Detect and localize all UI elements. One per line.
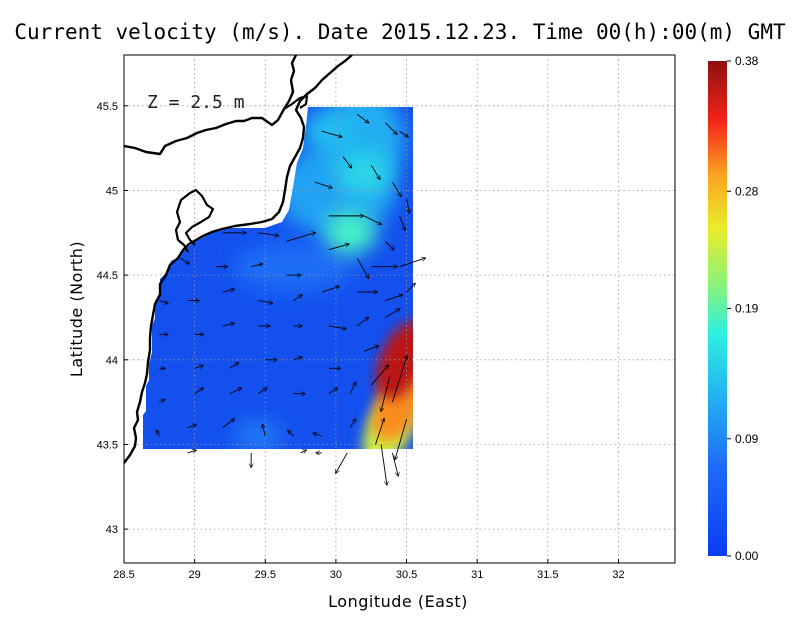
velocity-vector xyxy=(222,323,235,327)
speed-patch xyxy=(233,241,354,292)
velocity-vector xyxy=(385,122,397,135)
x-tick-label: 30.5 xyxy=(396,569,417,581)
velocity-vector xyxy=(286,233,315,242)
velocity-vector xyxy=(229,362,239,369)
x-tick-label: 29 xyxy=(189,569,201,581)
velocity-vector xyxy=(222,289,235,293)
velocity-vector xyxy=(194,365,204,368)
velocity-vector xyxy=(356,257,369,278)
velocity-vector xyxy=(328,388,338,395)
velocity-vector xyxy=(370,365,388,386)
velocity-vector xyxy=(356,317,369,327)
velocity-vector xyxy=(380,444,387,485)
velocity-vector xyxy=(328,325,346,329)
velocity-vectors xyxy=(156,113,426,485)
velocity-vector xyxy=(375,418,384,445)
colorbar-tick-label: 0.28 xyxy=(735,184,759,198)
coastline xyxy=(124,55,353,464)
velocity-vector xyxy=(392,181,401,197)
velocity-vector xyxy=(328,244,349,251)
colorbar-ticks: 0.00 0.09 0.19 0.28 0.38 xyxy=(727,54,759,563)
velocity-vector xyxy=(363,215,381,225)
velocity-vector xyxy=(258,232,278,236)
colorbar-tick-label: 0.00 xyxy=(735,549,759,563)
velocity-vector xyxy=(391,452,398,476)
velocity-vector xyxy=(156,430,159,437)
y-axis-label: Latitude (North) xyxy=(67,241,86,377)
velocity-vector xyxy=(381,376,391,412)
x-axis-label: Longitude (East) xyxy=(328,592,468,611)
velocity-vector xyxy=(399,258,426,268)
velocity-vector xyxy=(262,424,266,437)
velocity-vector xyxy=(321,286,339,293)
velocity-vector xyxy=(293,295,303,301)
velocity-vector xyxy=(392,356,407,403)
x-tick-label: 32 xyxy=(612,569,624,581)
x-tick-label: 31 xyxy=(471,569,483,581)
y-tick-label: 43.5 xyxy=(97,439,118,451)
colorbar xyxy=(708,61,727,556)
velocity-vector xyxy=(349,419,356,428)
grid xyxy=(124,55,675,563)
velocity-vector xyxy=(313,433,322,436)
x-axis-ticks: 28.5 29 29.5 30 30.5 31 31.5 32 xyxy=(113,559,625,581)
velocity-vector xyxy=(385,309,400,318)
velocity-vector xyxy=(194,388,204,395)
y-tick-label: 43 xyxy=(106,524,118,536)
velocity-vector xyxy=(180,257,190,264)
velocity-vector xyxy=(399,130,409,137)
speed-hotspot xyxy=(338,151,391,196)
velocity-vector xyxy=(159,399,165,402)
velocity-vector xyxy=(336,452,348,473)
velocity-vector xyxy=(321,130,342,137)
velocity-vector xyxy=(257,388,267,395)
x-tick-label: 29.5 xyxy=(255,569,276,581)
velocity-vector xyxy=(356,113,369,123)
plot-frame xyxy=(123,54,676,564)
y-tick-label: 45 xyxy=(106,185,118,197)
velocity-vector xyxy=(406,283,416,293)
x-tick-label: 28.5 xyxy=(113,569,134,581)
chart-title: Current velocity (m/s). Date 2015.12.23.… xyxy=(14,20,786,44)
velocity-vector xyxy=(385,240,394,250)
velocity-vector xyxy=(229,388,242,395)
velocity-vector xyxy=(187,450,197,453)
velocity-vector xyxy=(399,215,406,231)
speed-hotspot xyxy=(302,109,355,154)
colorbar-tick-label: 0.09 xyxy=(735,432,759,446)
velocity-vector xyxy=(258,300,273,304)
velocity-vector xyxy=(159,301,168,304)
y-axis-ticks: 43 43.5 44 44.5 45 45.5 xyxy=(97,101,128,536)
velocity-vector xyxy=(406,198,410,214)
velocity-vector xyxy=(300,450,307,453)
x-tick-label: 31.5 xyxy=(537,569,558,581)
velocity-vector xyxy=(395,418,407,460)
speed-patch xyxy=(233,421,284,449)
velocity-vector xyxy=(293,357,303,360)
x-tick-label: 30 xyxy=(330,569,342,581)
velocity-vector xyxy=(314,181,332,188)
velocity-vector xyxy=(288,430,294,437)
y-tick-label: 44.5 xyxy=(97,270,118,282)
velocity-vector xyxy=(385,295,402,301)
velocity-vector xyxy=(222,419,235,428)
velocity-vector xyxy=(187,425,197,428)
colorbar-tick-label: 0.38 xyxy=(735,54,759,68)
velocity-vector xyxy=(349,382,356,394)
velocity-vector xyxy=(370,164,380,180)
y-tick-label: 44 xyxy=(106,355,118,367)
depth-annotation: Z = 2.5 m xyxy=(147,92,245,113)
velocity-vector xyxy=(342,156,352,169)
velocity-vector xyxy=(251,264,263,268)
velocity-vector xyxy=(364,346,379,352)
y-tick-label: 45.5 xyxy=(97,101,118,113)
speed-hotspot xyxy=(324,210,377,255)
colorbar-tick-label: 0.19 xyxy=(735,302,759,316)
